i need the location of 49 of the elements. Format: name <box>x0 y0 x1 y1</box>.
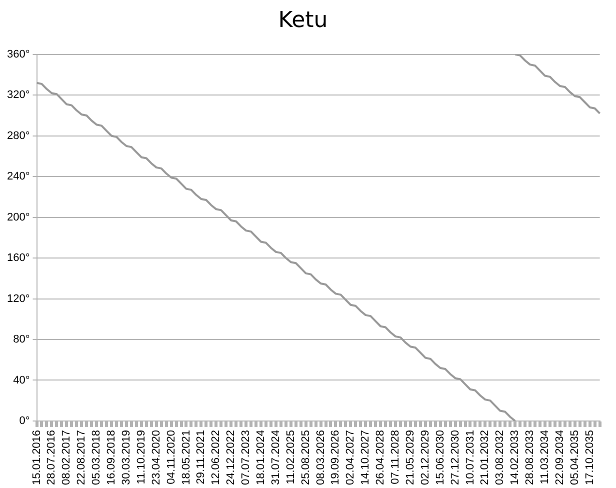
x-tick-label: 24.12.2022 <box>225 430 238 486</box>
x-tick-label: 08.02.2017 <box>60 430 73 486</box>
y-tick-label: 240° <box>6 170 30 183</box>
x-tick-label: 04.11.2020 <box>165 430 178 484</box>
x-tick-label: 22.09.2034 <box>554 430 566 486</box>
x-tick-label: 18.01.2024 <box>255 430 268 486</box>
x-tick-label: 18.05.2021 <box>180 430 192 486</box>
x-tick-label: 12.06.2022 <box>210 430 222 486</box>
x-tick-label: 21.01.2032 <box>479 430 492 486</box>
x-tick-label: 26.04.2028 <box>374 430 387 486</box>
x-tick-label: 28.07.2016 <box>46 430 58 486</box>
x-tick-label: 17.10.2035 <box>584 430 596 486</box>
x-tick-label: 29.11.2021 <box>195 430 208 484</box>
x-tick-label: 30.03.2019 <box>120 430 132 486</box>
x-tick-label: 28.08.2033 <box>524 430 536 486</box>
x-tick-label: 05.04.2035 <box>568 430 581 486</box>
x-tick-label: 19.09.2026 <box>330 430 342 486</box>
x-tick-label: 25.08.2025 <box>300 430 312 486</box>
x-tick-label: 11.10.2019 <box>135 430 148 484</box>
x-tick-label: 03.08.2032 <box>494 430 506 486</box>
y-tick-label: 200° <box>6 211 30 224</box>
y-tick-label: 120° <box>6 292 30 305</box>
x-tick-label: 22.08.2017 <box>76 430 88 486</box>
x-tick-label: 31.07.2024 <box>270 430 282 486</box>
y-tick-label: 0° <box>19 414 30 427</box>
x-tick-label: 14.10.2027 <box>360 430 372 486</box>
y-tick-label: 280° <box>6 130 30 142</box>
x-tick-label: 21.05.2029 <box>404 430 416 486</box>
x-tick-label: 02.04.2027 <box>344 430 357 486</box>
x-tick-label: 15.06.2030 <box>434 430 446 486</box>
x-tick-label: 14.02.2033 <box>509 430 522 486</box>
x-tick-label: 11.03.2034 <box>539 430 552 484</box>
x-tick-label: 05.03.2018 <box>90 430 103 486</box>
y-tick-label: 160° <box>6 252 30 264</box>
x-tick-label: 02.12.2029 <box>419 430 432 486</box>
x-tick-label: 07.07.2023 <box>240 430 252 486</box>
x-tick-label: 11.02.2025 <box>284 430 297 484</box>
y-tick-label: 40° <box>13 374 30 386</box>
x-tick-label: 07.11.2028 <box>390 430 402 484</box>
x-tick-label: 23.04.2020 <box>150 430 162 486</box>
y-tick-label: 80° <box>13 334 30 346</box>
y-tick-label: 320° <box>6 89 30 102</box>
x-tick-label: 15.01.2016 <box>30 430 43 486</box>
x-tick-label: 16.09.2018 <box>106 430 118 486</box>
y-tick-label: 360° <box>6 48 30 60</box>
x-tick-label: 10.07.2031 <box>464 430 476 486</box>
chart-title: Ketu <box>278 8 328 33</box>
x-tick-label: 08.03.2026 <box>314 430 327 486</box>
x-tick-label: 27.12.2030 <box>449 430 462 486</box>
